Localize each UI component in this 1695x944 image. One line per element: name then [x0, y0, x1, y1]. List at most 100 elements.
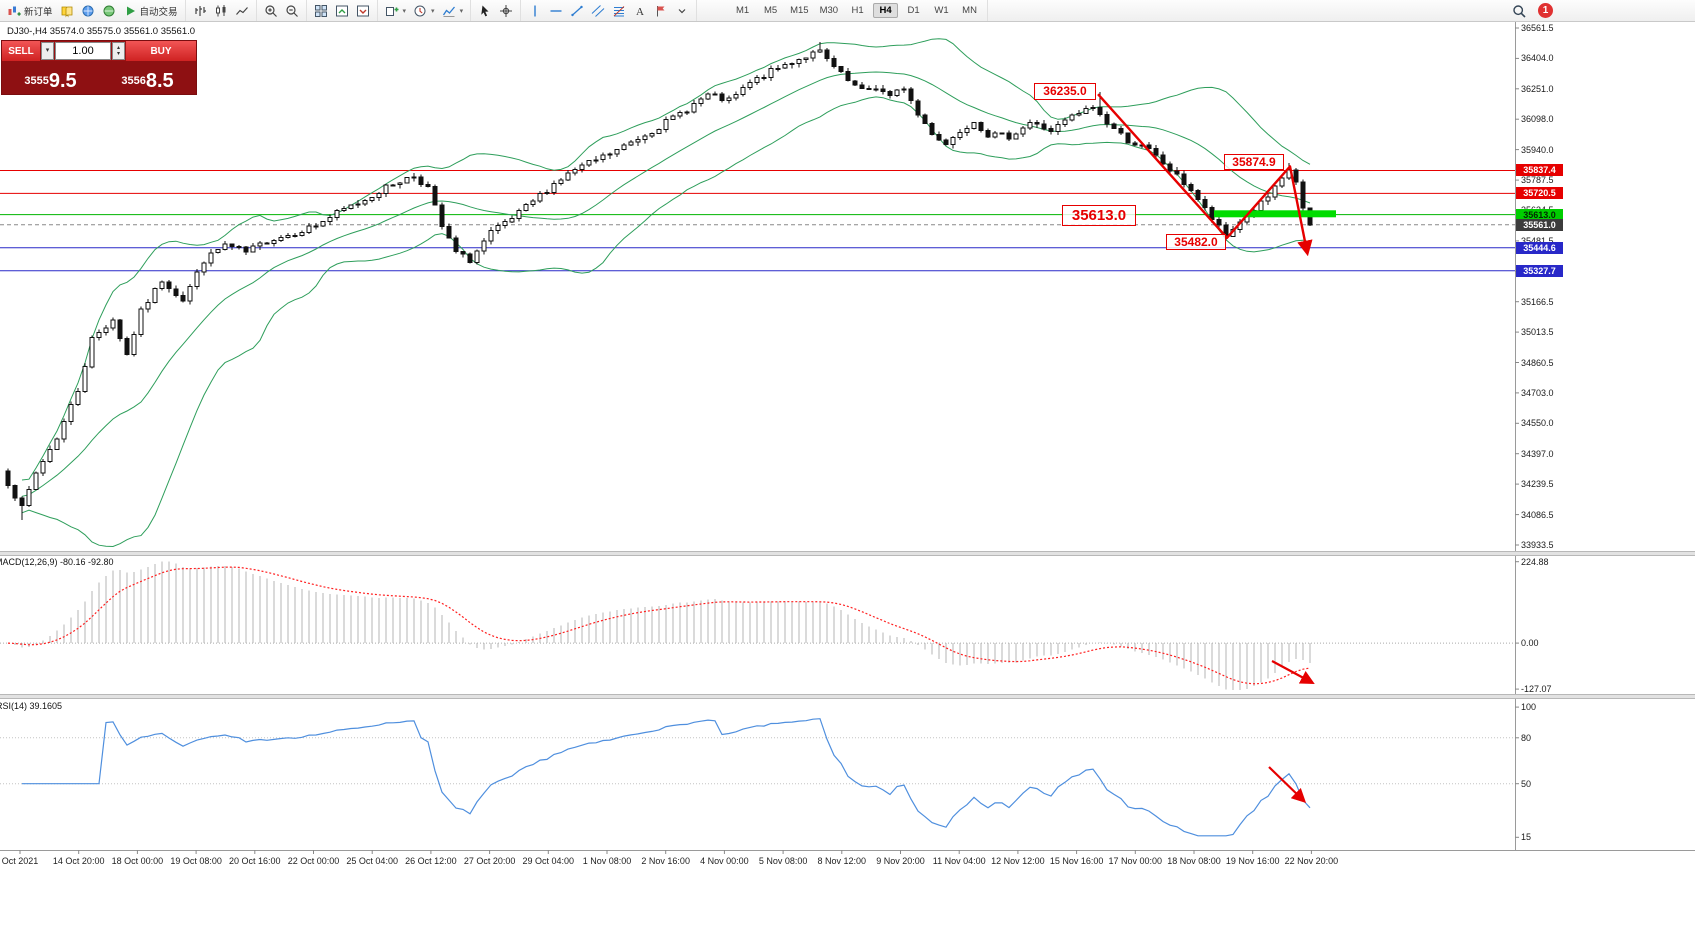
- text-icon: A: [636, 6, 644, 18]
- volume-dropdown[interactable]: ▾: [41, 42, 54, 60]
- timeframe-w1-button[interactable]: W1: [934, 5, 949, 16]
- time-axis-label: 18 Nov 08:00: [1167, 856, 1221, 866]
- new-order-button-label: 新订单: [24, 6, 53, 18]
- chart-down-icon: [356, 5, 369, 16]
- zoom-in-button[interactable]: [262, 3, 280, 19]
- objects-dropdown[interactable]: [673, 3, 691, 19]
- text-button[interactable]: A: [631, 3, 649, 19]
- trend-arrow[interactable]: [1097, 93, 1313, 257]
- sell-price[interactable]: 3555 9.5: [24, 70, 77, 92]
- indicator-icon: [442, 6, 455, 17]
- timeframe-m5-button[interactable]: M5: [763, 5, 778, 16]
- rsi-label: RSI(14) 39.1605: [0, 701, 63, 711]
- timeframe-m30-button[interactable]: M30: [819, 5, 839, 16]
- timeframe-m15-button[interactable]: M15: [790, 5, 809, 16]
- panel-splitter-macd[interactable]: [0, 551, 1695, 556]
- cursor-button[interactable]: [476, 3, 494, 19]
- chevron-down-icon: ▾: [459, 7, 464, 15]
- timeframe-m1-button[interactable]: M1: [735, 5, 750, 16]
- trade-panel-prices: 3555 9.5 3556 8.5: [2, 61, 196, 94]
- price-annotation[interactable]: 35482.0: [1166, 233, 1226, 250]
- rsi-scale-label: 50: [1521, 778, 1532, 789]
- book-icon: [61, 6, 72, 18]
- new-order-icon: [8, 6, 21, 16]
- toolbar-group-7: A: [521, 0, 698, 21]
- community-button[interactable]: [79, 3, 97, 19]
- arrange-up-button[interactable]: [333, 3, 351, 19]
- price-annotation[interactable]: 36235.0: [1034, 83, 1096, 101]
- price-annotation[interactable]: 35613.0: [1062, 204, 1136, 226]
- indicators-button[interactable]: ▾: [440, 3, 466, 19]
- time-axis-label: 12 Nov 12:00: [991, 856, 1045, 866]
- price-axis-label: 35013.5: [1521, 327, 1554, 338]
- bollinger-middle-band: [21, 71, 1311, 497]
- fibonacci-button[interactable]: [610, 3, 628, 19]
- price-tag-35444.6: 35444.6: [1516, 241, 1563, 254]
- zoom-out-button[interactable]: [283, 3, 301, 19]
- chevron-down-icon: ▾: [431, 7, 435, 15]
- chevron-down-icon: [678, 8, 686, 13]
- time-axis-label: 19 Oct 08:00: [170, 856, 222, 866]
- price-axis-label: 34397.0: [1521, 448, 1554, 459]
- time-axis-label: 17 Nov 00:00: [1108, 856, 1163, 866]
- timeframe-mn-button[interactable]: MN: [962, 5, 977, 16]
- panel-splitter-rsi[interactable]: [0, 694, 1695, 699]
- macd-scale-label: -127.07: [1521, 684, 1552, 695]
- timeframe-d1-button[interactable]: D1: [907, 5, 920, 16]
- tile-windows-button[interactable]: [312, 3, 330, 19]
- time-axis-label: 22 Oct 00:00: [287, 856, 340, 866]
- macd-arrow[interactable]: [1271, 660, 1315, 685]
- trendline-button[interactable]: [568, 3, 586, 19]
- buy-price[interactable]: 3556 8.5: [121, 70, 174, 92]
- charts-gallery-button[interactable]: [58, 3, 76, 19]
- highlighted-support-zone[interactable]: [1214, 210, 1336, 218]
- volume-input[interactable]: [55, 42, 111, 60]
- time-axis-label: 11 Nov 04:00: [932, 856, 986, 866]
- horizontal-line-button[interactable]: [547, 3, 565, 19]
- timeframe-h1-button[interactable]: H1: [851, 5, 864, 16]
- time-axis-label: 9 Nov 20:00: [876, 856, 925, 866]
- toolbar-group-2: [186, 0, 257, 21]
- price-annotation[interactable]: 35874.9: [1224, 153, 1284, 170]
- price-tag-35327.7: 35327.7: [1516, 264, 1563, 277]
- trade-panel-row: SELL ▾ ▴▾ BUY: [2, 41, 196, 61]
- time-axis-label: 5 Nov 08:00: [758, 856, 808, 866]
- line-chart-button[interactable]: [233, 3, 251, 19]
- macd-scale-label: 224.88: [1521, 556, 1549, 567]
- bar-chart-button[interactable]: [191, 3, 209, 19]
- new-order-button[interactable]: 新订单: [5, 3, 55, 19]
- line-icon: [235, 6, 248, 15]
- volume-wrap: ▾ ▴▾: [40, 41, 126, 61]
- vertical-line-button[interactable]: [526, 3, 544, 19]
- market-button[interactable]: [100, 3, 118, 19]
- trendline-icon: [571, 5, 583, 16]
- bollinger-lower-band: [21, 96, 1311, 548]
- rsi-scale-label: 100: [1521, 702, 1537, 713]
- notification-badge[interactable]: 1: [1538, 3, 1553, 18]
- price-tag-35837.4: 35837.4: [1516, 164, 1563, 177]
- time-axis-label: 4 Nov 00:00: [700, 856, 749, 866]
- bars-icon: [194, 5, 206, 16]
- search-button[interactable]: [1512, 4, 1526, 18]
- volume-stepper[interactable]: ▴ ▾: [112, 42, 125, 60]
- price-axis-label: 34860.5: [1521, 357, 1554, 368]
- label-button[interactable]: [652, 3, 670, 19]
- play-icon: [126, 6, 135, 15]
- crosshair-button[interactable]: [497, 3, 515, 19]
- sell-button[interactable]: SELL: [2, 41, 40, 61]
- buy-button[interactable]: BUY: [126, 41, 196, 61]
- toolbar-group-4: [307, 0, 378, 21]
- autotrading-button[interactable]: 自动交易: [121, 3, 180, 19]
- new-chart-button[interactable]: ▾: [383, 3, 409, 19]
- rsi-arrow[interactable]: [1268, 766, 1307, 803]
- macd-label: MACD(12,26,9) -80.16 -92.80: [0, 557, 114, 567]
- candlestick-chart-button[interactable]: [212, 3, 230, 19]
- toolbar-group-3: [257, 0, 307, 21]
- channel-button[interactable]: [589, 3, 607, 19]
- timeframe-h4-button[interactable]: H4: [873, 3, 899, 18]
- cycles-button[interactable]: ▾: [411, 3, 437, 19]
- toolbar: 新订单 自动交易 ▾ ▾ ▾ A M1 M5 M15 M30 H1 H4 D1 W1 MN 1: [0, 0, 1695, 22]
- arrange-down-button[interactable]: [354, 3, 372, 19]
